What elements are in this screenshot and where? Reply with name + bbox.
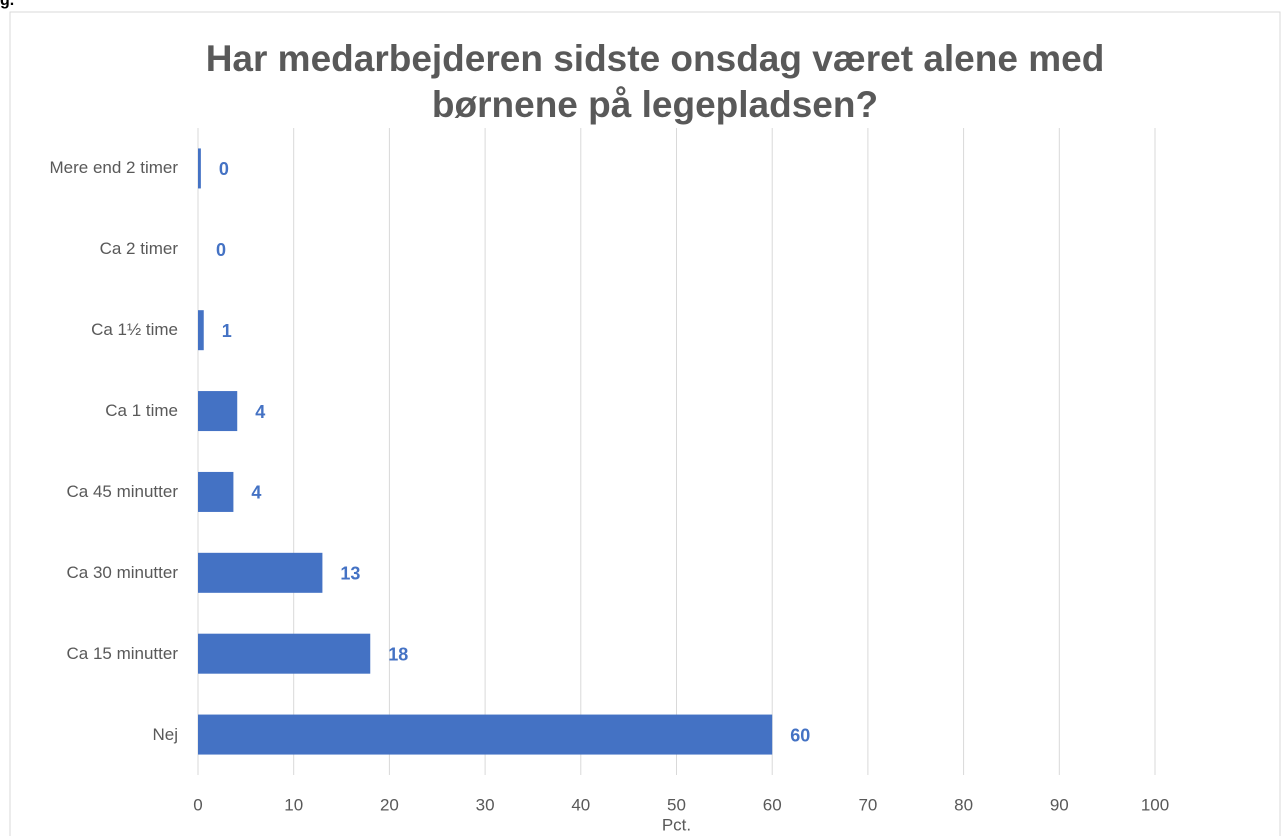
chart-title: Har medarbejderen sidste onsdag været al… bbox=[205, 38, 1105, 125]
y-tick-label: Ca 15 minutter bbox=[66, 643, 179, 663]
x-tick-label: 10 bbox=[284, 795, 303, 814]
bar bbox=[198, 471, 234, 512]
x-tick-label: 90 bbox=[1050, 795, 1069, 814]
bar bbox=[198, 391, 238, 432]
y-tick-label: Ca 45 minutter bbox=[66, 481, 179, 501]
x-tick-label: 40 bbox=[571, 795, 590, 814]
x-axis-label: Pct. bbox=[662, 815, 691, 834]
x-tick-label: 50 bbox=[667, 795, 686, 814]
y-tick-label: Mere end 2 timer bbox=[49, 158, 179, 178]
data-label: 4 bbox=[251, 483, 261, 503]
data-label: 1 bbox=[222, 321, 232, 341]
data-label: 60 bbox=[790, 725, 810, 745]
bar bbox=[198, 552, 323, 593]
data-label: 13 bbox=[340, 564, 360, 584]
bar bbox=[198, 310, 204, 351]
x-tick-label: 20 bbox=[380, 795, 399, 814]
x-tick-label: 0 bbox=[193, 795, 202, 814]
y-tick-label: Ca 2 timer bbox=[99, 239, 178, 259]
x-tick-label: 60 bbox=[763, 795, 782, 814]
y-tick-label: Ca 1½ time bbox=[91, 320, 178, 340]
data-label: 4 bbox=[255, 402, 265, 422]
caption: g. bbox=[0, 0, 15, 9]
x-tick-label: 100 bbox=[1141, 795, 1169, 814]
bar bbox=[198, 633, 371, 674]
y-tick-label: Ca 30 minutter bbox=[66, 562, 179, 582]
bar bbox=[198, 148, 201, 189]
data-label: 0 bbox=[216, 240, 226, 260]
x-tick-label: 80 bbox=[954, 795, 973, 814]
x-tick-label: 70 bbox=[858, 795, 877, 814]
y-tick-label: Nej bbox=[152, 724, 178, 744]
data-label: 18 bbox=[388, 644, 408, 664]
bar bbox=[198, 714, 773, 755]
y-tick-label: Ca 1 time bbox=[105, 401, 178, 421]
data-label: 0 bbox=[219, 159, 229, 179]
x-tick-label: 30 bbox=[476, 795, 495, 814]
